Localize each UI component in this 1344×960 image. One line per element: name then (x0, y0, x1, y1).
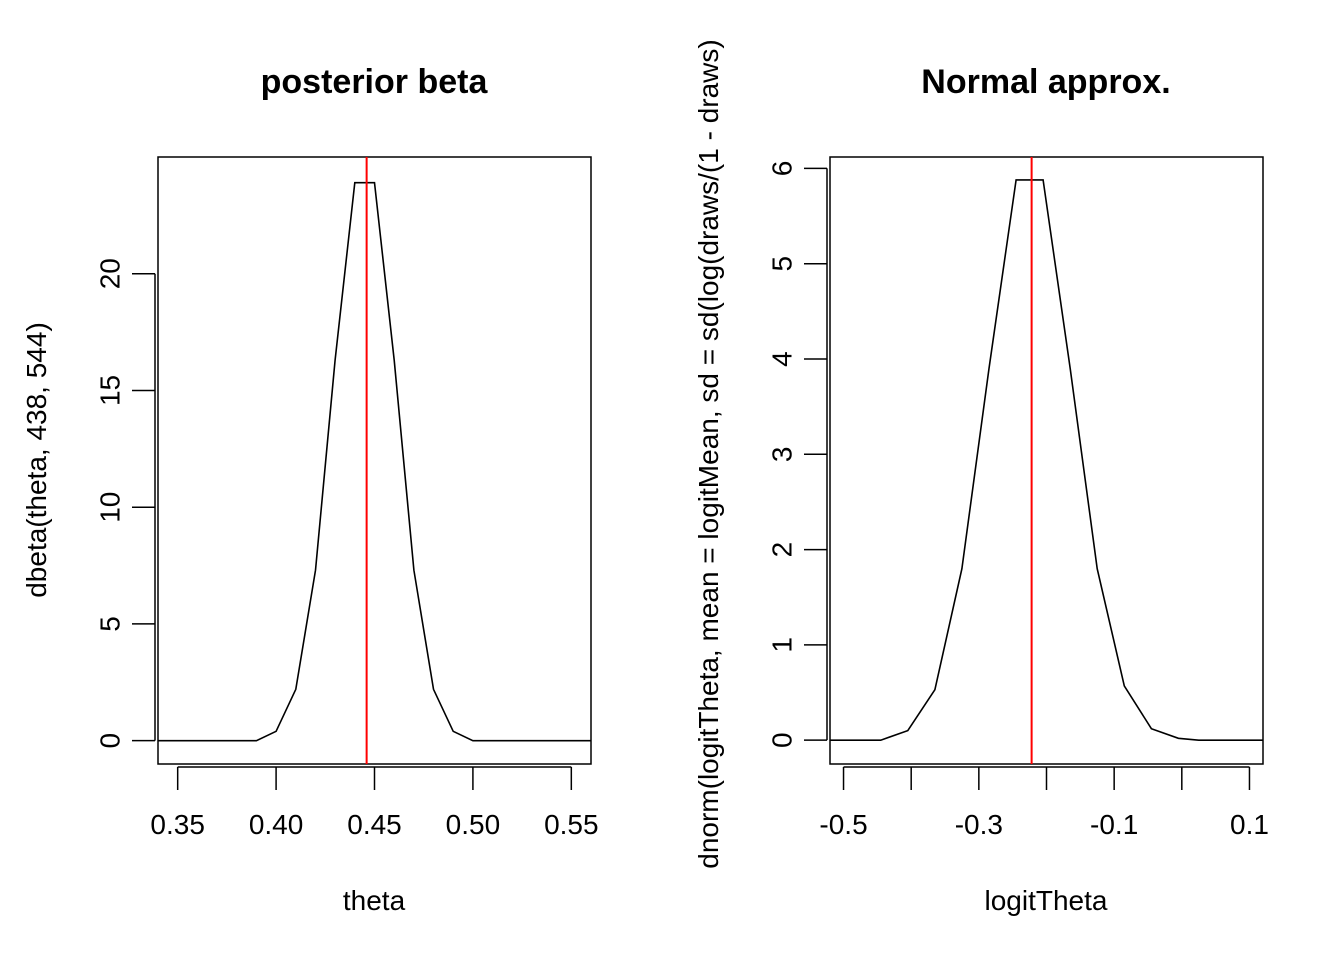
y-tick-label: 6 (767, 161, 798, 177)
y-tick-label: 0 (767, 732, 798, 748)
y-axis: 0 5 10 15 20 (95, 258, 156, 748)
y-tick-label: 3 (767, 447, 798, 463)
x-axis: 0.35 0.40 0.45 0.50 0.55 (150, 766, 599, 840)
x-tick-label: 0.1 (1230, 809, 1269, 840)
x-tick-label: 0.50 (446, 809, 501, 840)
x-tick-label: 0.55 (544, 809, 599, 840)
y-axis: 0 1 2 3 4 5 6 (767, 161, 828, 748)
plot-frame (829, 156, 1264, 765)
chart-title: posterior beta (261, 63, 489, 101)
plot-area (158, 157, 591, 764)
x-tick-label: 0.35 (150, 809, 205, 840)
y-tick-label: 15 (95, 375, 126, 406)
y-axis-label: dbeta(theta, 438, 544) (21, 322, 52, 598)
y-tick-label: 0 (95, 733, 126, 749)
x-tick-label: -0.1 (1090, 809, 1138, 840)
density-curve (830, 179, 1263, 742)
chart-title: Normal approx. (921, 63, 1170, 101)
x-tick-label: -0.3 (955, 809, 1003, 840)
y-tick-label: 1 (767, 637, 798, 653)
x-tick-label: -0.5 (819, 809, 867, 840)
y-tick-label: 4 (767, 351, 798, 367)
x-axis-label: theta (343, 885, 406, 916)
x-axis-label: logitTheta (985, 885, 1108, 916)
y-tick-label: 2 (767, 542, 798, 558)
y-tick-label: 20 (95, 258, 126, 289)
y-axis-label: dnorm(logitTheta, mean = logitMean, sd =… (693, 39, 724, 868)
plot-frame (157, 156, 592, 765)
y-tick-label: 10 (95, 492, 126, 523)
density-curve (158, 181, 591, 742)
panel-posterior-beta: posterior beta 0.35 0.40 0.45 0.50 0.55 0 5 10… (21, 63, 599, 916)
plot-area (830, 157, 1263, 764)
x-axis: -0.5 -0.3 -0.1 0.1 (819, 766, 1269, 840)
x-tick-label: 0.45 (347, 809, 402, 840)
panel-normal-approx: Normal approx. -0.5 -0.3 -0.1 0.1 0 1 2 3 4 5 6 l… (693, 39, 1269, 916)
y-tick-label: 5 (95, 616, 126, 632)
x-tick-label: 0.40 (249, 809, 304, 840)
y-tick-label: 5 (767, 256, 798, 272)
